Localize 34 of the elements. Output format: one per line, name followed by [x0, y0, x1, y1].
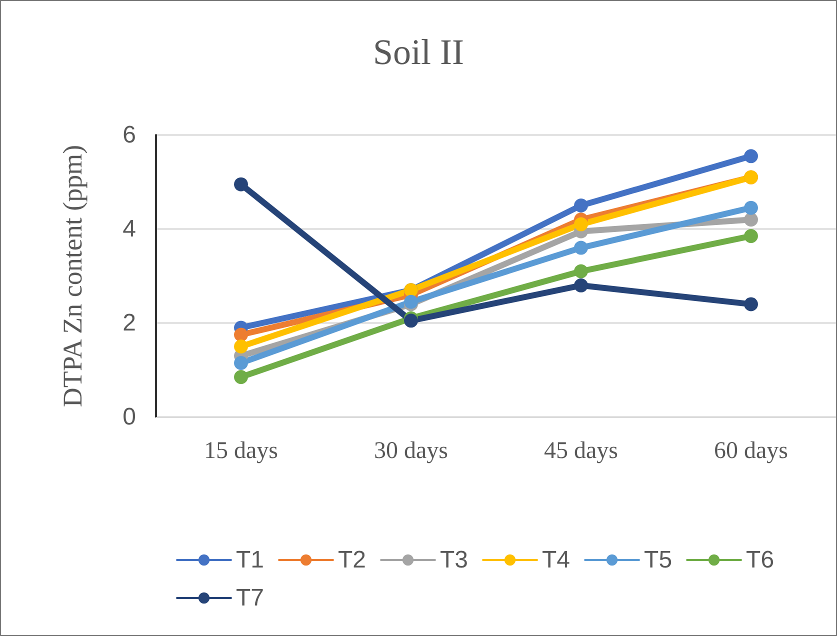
x-tick-label: 15 days — [204, 438, 278, 464]
legend-label: T3 — [440, 546, 468, 574]
point — [404, 294, 418, 309]
point — [744, 297, 758, 312]
legend-label: T4 — [542, 546, 570, 574]
point — [234, 328, 248, 342]
chart-title: Soil II — [372, 32, 464, 72]
legend-label: T7 — [236, 584, 264, 612]
x-tick-label: 30 days — [374, 438, 448, 464]
point — [574, 240, 588, 255]
point — [744, 229, 758, 244]
point — [574, 278, 588, 292]
point — [234, 356, 248, 370]
x-tick-label: 60 days — [714, 438, 788, 464]
point — [404, 314, 418, 328]
legend-label: T2 — [338, 546, 366, 574]
y-axis-title: DTPA Zn content (ppm) — [58, 144, 88, 408]
point — [744, 149, 758, 164]
point — [744, 212, 758, 227]
point — [744, 200, 758, 215]
legend-label: T5 — [644, 546, 672, 574]
y-tick-label: 2 — [122, 310, 136, 336]
point — [234, 340, 248, 354]
y-tick-label: 6 — [122, 122, 136, 148]
point — [234, 177, 248, 192]
point — [574, 217, 588, 232]
x-tick-label: 45 days — [544, 438, 618, 464]
legend-label: T6 — [746, 546, 774, 574]
point — [574, 264, 588, 278]
y-tick-label: 4 — [122, 216, 136, 242]
point — [574, 198, 588, 212]
y-tick-label: 0 — [122, 404, 136, 430]
legend-label: T1 — [236, 546, 264, 574]
point — [234, 370, 248, 384]
